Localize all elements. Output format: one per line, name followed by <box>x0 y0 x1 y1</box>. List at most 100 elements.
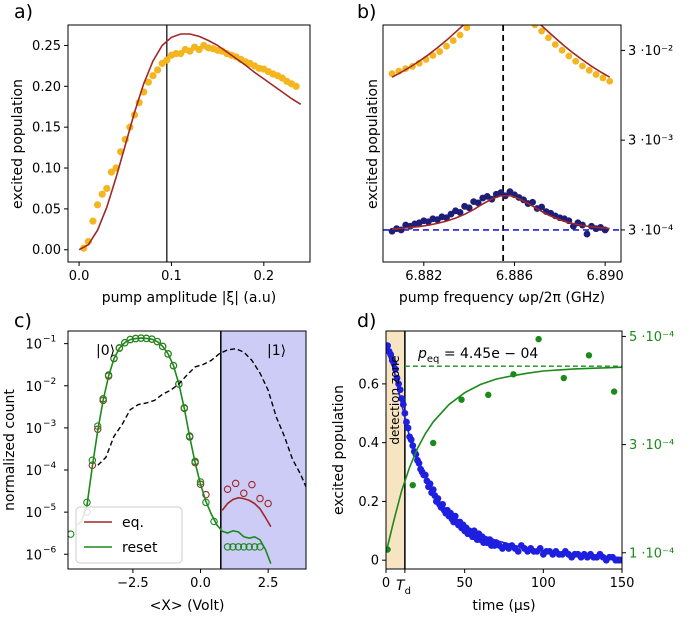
panel-a-plot-area <box>78 25 302 262</box>
c-fit-line <box>76 337 272 564</box>
b-data-point <box>477 11 484 18</box>
d-xtick-label: 0 <box>382 576 390 591</box>
a-ytick-label: 0.25 <box>32 39 61 54</box>
c-data-point <box>68 530 75 538</box>
legend-box <box>75 506 183 564</box>
c-data-point <box>250 543 259 551</box>
c-data-point <box>240 543 248 551</box>
b-right-ytick-label: 3 ·10⁻³ <box>628 134 673 149</box>
c-data-point <box>248 480 256 489</box>
d-data-point <box>514 547 522 555</box>
a-ytick-label: 0.05 <box>32 202 61 217</box>
a-ytick-label: 0.10 <box>32 162 61 177</box>
b-data-point <box>504 0 511 4</box>
b-xtick-label: 6.882 <box>405 269 442 284</box>
a-data-point <box>163 56 171 64</box>
c-ytick-label: 10 <box>25 422 42 437</box>
c-data-point <box>240 489 248 498</box>
d-ytick-label: 0.4 <box>358 436 379 451</box>
b-data-point <box>545 34 552 42</box>
b-xtick-label: 6.886 <box>496 269 533 284</box>
c-xtick-label: 0.0 <box>190 576 211 591</box>
panel-d-plot-area <box>386 331 622 569</box>
b-data-point <box>583 230 591 238</box>
a-data-point <box>153 66 162 74</box>
td-subscript: d <box>405 586 411 597</box>
c-ytick-exponent: −3 <box>43 419 56 429</box>
a-data-point <box>292 82 300 90</box>
td-symbol: T <box>396 578 406 594</box>
b-xtick-label: 6.890 <box>587 269 624 284</box>
c-ytick-label: 10 <box>25 506 42 521</box>
b-data-point <box>429 52 437 59</box>
b-data-point <box>465 204 473 212</box>
b-data-point <box>443 214 450 222</box>
a-data-point <box>107 168 116 176</box>
panel-a-label: a) <box>14 1 33 23</box>
d-data-point <box>439 500 447 508</box>
c-xtick-label: −2.5 <box>117 576 149 591</box>
b-data-point <box>470 17 477 24</box>
b-data-point <box>585 66 593 74</box>
c-data-point <box>256 494 264 503</box>
b-data-point <box>491 0 498 7</box>
panel-c-ticks: −2.5 0.0 2.510−110−210−310−410−510−6 <box>25 335 278 591</box>
a-data-point <box>98 190 106 198</box>
d-xtick-label: 100 <box>531 576 556 591</box>
c-ytick-label: 10 <box>25 464 42 479</box>
d-data-point <box>485 391 492 399</box>
c-data-point <box>121 338 129 347</box>
d-data-point <box>458 396 465 403</box>
panel-c-background <box>220 331 306 569</box>
panel-b-ticks: 6.882 6.886 6.890 3 ·10⁻² 3 ·10⁻³ 3 ·10⁻⁴ <box>405 44 673 284</box>
d-right-ytick-label: 1 ·10⁻⁴ <box>629 546 674 561</box>
panel-c-legend: eq. reset <box>75 506 183 564</box>
panel-c-ylabel: normalized count <box>2 389 18 511</box>
c-ytick-label: 10 <box>25 548 42 563</box>
legend-eq-label: eq. <box>122 515 144 531</box>
a-ytick-label: 0.20 <box>32 80 61 95</box>
a-data-point <box>93 201 102 209</box>
a-xtick-label: 0.2 <box>253 269 274 284</box>
peq-symbol: p <box>417 346 427 362</box>
a-data-point <box>89 217 97 225</box>
c-data-point <box>264 499 272 508</box>
panel-b-frame <box>382 24 622 263</box>
d-ytick-label: 0 <box>371 554 379 569</box>
d-data-point <box>409 481 416 489</box>
b-data-point <box>463 25 471 32</box>
b-data-point <box>456 209 464 216</box>
c-data-point <box>234 543 243 551</box>
b-data-point <box>599 74 607 82</box>
d-fit-line <box>386 348 622 559</box>
panel-b-ylabel: excited population <box>365 79 381 209</box>
d-xtick-label: 50 <box>456 576 473 591</box>
c-xtick-label: 2.5 <box>258 576 279 591</box>
c-ytick-exponent: −6 <box>43 545 57 555</box>
d-data-point <box>560 374 567 382</box>
panel-b-plot-area <box>383 0 621 262</box>
panel-d-label: d) <box>357 310 376 332</box>
a-ytick-label: 0.00 <box>32 243 61 258</box>
c-data-point <box>223 543 232 551</box>
c-ytick-exponent: −4 <box>43 461 57 471</box>
b-data-point <box>538 27 546 35</box>
c-fit-line <box>221 496 272 528</box>
d-right-ytick-label: 5 ·10⁻⁴ <box>629 330 674 345</box>
a-xtick-label: 0.0 <box>69 269 90 284</box>
panel-a: a) 0.0 0.1 0.2 0.00 0.05 0.10 0.15 0.20 0.25 pum… <box>10 1 311 306</box>
peq-value: = 4.45e − 04 <box>439 346 538 362</box>
panel-c-frame <box>67 330 307 570</box>
b-data-point <box>474 199 482 207</box>
d-xtick-label: 150 <box>610 576 635 591</box>
c-ytick-label: 10 <box>25 338 42 353</box>
panel-d-ylabel: excited population <box>331 385 347 515</box>
panel-d-ticks: 0 50 100 150 0 0.2 0.4 0.6 1 ·10⁻⁴ 3 ·10⁻⁴ 5 ·10⁻⁴ <box>358 330 674 591</box>
panel-b-label: b) <box>357 1 376 23</box>
b-data-point <box>484 5 491 12</box>
b-data-point <box>525 14 532 21</box>
d-data-point <box>610 388 618 395</box>
b-data-point <box>443 42 450 50</box>
